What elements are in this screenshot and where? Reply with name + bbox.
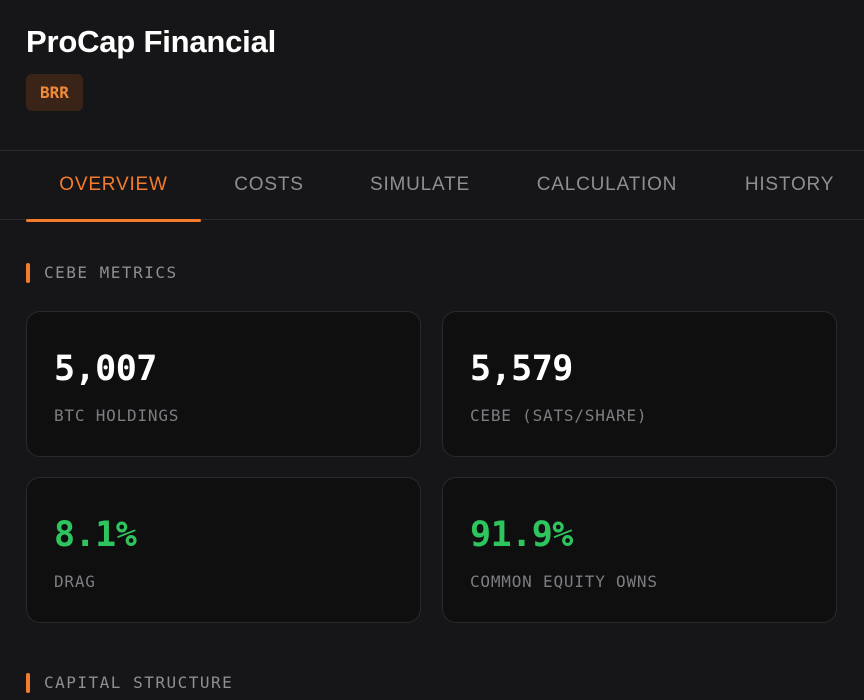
section-accent-bar xyxy=(26,263,30,283)
ticker-badge: BRR xyxy=(26,74,83,111)
metric-card-cebe: 5,579 CEBE (SATS/SHARE) xyxy=(442,311,837,457)
metric-card-drag: 8.1% DRAG xyxy=(26,477,421,623)
metric-value: 91.9% xyxy=(470,515,573,555)
company-title: ProCap Financial xyxy=(26,24,277,59)
section-title: CAPITAL STRUCTURE xyxy=(44,673,234,692)
metric-label: DRAG xyxy=(54,572,96,591)
tab-bar: OVERVIEW COSTS SIMULATE CALCULATION HIST… xyxy=(0,150,864,222)
tab-overview[interactable]: OVERVIEW xyxy=(26,151,201,222)
metric-value: 8.1% xyxy=(54,515,137,555)
tab-calculation[interactable]: CALCULATION xyxy=(536,174,678,195)
tab-simulate[interactable]: SIMULATE xyxy=(369,174,470,195)
tab-history[interactable]: HISTORY xyxy=(744,174,835,195)
metric-value: 5,579 xyxy=(470,349,573,389)
company-header: ProCap Financial BRR xyxy=(26,22,277,111)
metric-label: BTC HOLDINGS xyxy=(54,406,180,425)
metric-label: COMMON EQUITY OWNS xyxy=(470,572,658,591)
metric-value: 5,007 xyxy=(54,349,157,389)
section-accent-bar xyxy=(26,673,30,693)
section-title: CEBE METRICS xyxy=(44,263,178,282)
metric-card-btc-holdings: 5,007 BTC HOLDINGS xyxy=(26,311,421,457)
metric-label: CEBE (SATS/SHARE) xyxy=(470,406,648,425)
tab-costs[interactable]: COSTS xyxy=(234,174,304,195)
metric-card-common-equity: 91.9% COMMON EQUITY OWNS xyxy=(442,477,837,623)
